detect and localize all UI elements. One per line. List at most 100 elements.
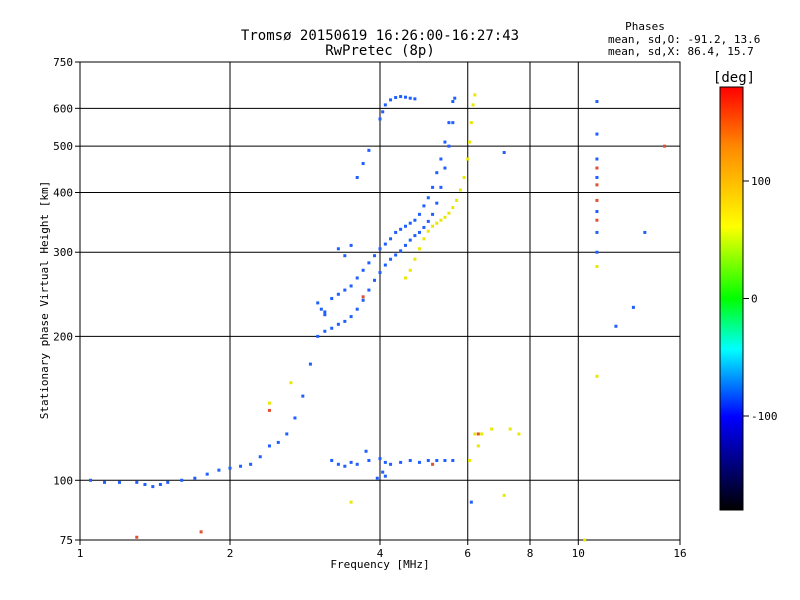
colorbar-tick-label: -100 <box>751 410 778 423</box>
phases-o-stats: mean, sd,O: -91.2, 13.6 <box>608 33 760 46</box>
data-point <box>595 218 599 222</box>
phases-x-stats: mean, sd,X: 86.4, 15.7 <box>608 45 754 58</box>
data-point <box>431 185 435 189</box>
data-point <box>316 301 320 305</box>
data-point <box>417 460 421 464</box>
data-point <box>336 247 340 251</box>
data-point <box>319 307 323 311</box>
data-point <box>422 225 426 229</box>
data-point <box>103 480 107 484</box>
x-axis-label: Frequency [MHz] <box>330 558 429 571</box>
data-point <box>135 535 139 539</box>
data-point <box>408 221 412 225</box>
data-point <box>180 478 184 482</box>
data-point <box>426 229 430 233</box>
data-point <box>276 440 280 444</box>
data-point <box>643 230 647 234</box>
colorbar-gradient <box>719 86 744 511</box>
y-tick-label: 200 <box>53 330 73 343</box>
x-tick-label: 2 <box>227 547 234 560</box>
data-point <box>443 215 447 219</box>
data-point <box>349 243 353 247</box>
y-axis-ticks: 75 100 200 300 400 500 600 750 <box>53 56 80 547</box>
data-point <box>473 93 477 97</box>
data-point <box>267 401 271 405</box>
data-point <box>343 319 347 323</box>
data-point <box>408 96 412 100</box>
data-point <box>394 230 398 234</box>
data-point <box>490 427 494 431</box>
data-point <box>343 288 347 292</box>
data-point <box>443 166 447 170</box>
y-tick-label: 100 <box>53 474 73 487</box>
data-point <box>595 157 599 161</box>
data-point <box>330 326 334 330</box>
data-point <box>663 144 667 148</box>
data-point <box>476 432 480 436</box>
data-point <box>239 464 243 468</box>
y-tick-label: 750 <box>53 56 73 69</box>
data-point <box>217 468 221 472</box>
data-point <box>451 121 455 125</box>
data-point <box>383 263 387 267</box>
data-point <box>361 161 365 165</box>
chart-title-line1: Tromsø 20150619 16:26:00-16:27:43 <box>241 28 519 44</box>
data-point <box>413 97 417 101</box>
data-point <box>267 408 271 412</box>
data-point <box>378 247 382 251</box>
data-point <box>394 96 398 100</box>
data-point <box>595 100 599 104</box>
data-point <box>355 307 359 311</box>
data-point <box>595 265 599 269</box>
data-point <box>439 185 443 189</box>
data-point <box>469 500 473 504</box>
data-point <box>422 237 426 241</box>
data-point <box>373 254 377 258</box>
data-point <box>517 432 521 436</box>
data-point <box>468 458 472 462</box>
data-point <box>403 276 407 280</box>
data-point <box>417 230 421 234</box>
data-point <box>330 297 334 301</box>
data-point <box>151 485 155 489</box>
x-tick-label: 6 <box>464 547 471 560</box>
data-point <box>595 175 599 179</box>
data-point <box>399 95 403 99</box>
plot-grid <box>80 62 680 540</box>
data-point <box>595 250 599 254</box>
data-point <box>422 204 426 208</box>
data-point <box>431 462 435 466</box>
data-point <box>468 140 472 144</box>
x-tick-label: 4 <box>377 547 384 560</box>
x-axis-ticks: 1 2 4 6 8 10 16 <box>77 540 687 560</box>
data-point <box>439 218 443 222</box>
y-tick-label: 500 <box>53 140 73 153</box>
data-point <box>330 458 334 462</box>
data-point <box>205 472 209 476</box>
phase-colorbar: [deg] 100 0 -100 <box>713 70 778 511</box>
data-point <box>502 493 506 497</box>
data-point <box>453 96 457 100</box>
data-point <box>383 460 387 464</box>
chart-title-line2: RwPretec (8p) <box>325 43 435 59</box>
x-tick-label: 8 <box>527 547 534 560</box>
data-point <box>595 166 599 170</box>
phases-heading: Phases <box>625 20 665 33</box>
data-point <box>249 462 253 466</box>
data-point <box>343 254 347 258</box>
data-point <box>323 310 327 314</box>
data-point <box>583 538 587 542</box>
data-point <box>403 243 407 247</box>
data-point <box>508 427 512 431</box>
data-point <box>502 150 506 154</box>
data-point <box>285 432 289 436</box>
colorbar-label: [deg] <box>713 70 755 86</box>
y-tick-label: 75 <box>60 534 73 547</box>
data-point <box>293 416 297 420</box>
data-point <box>378 457 382 461</box>
data-point <box>135 480 139 484</box>
data-point <box>349 315 353 319</box>
data-point <box>447 144 451 148</box>
data-point <box>462 175 466 179</box>
